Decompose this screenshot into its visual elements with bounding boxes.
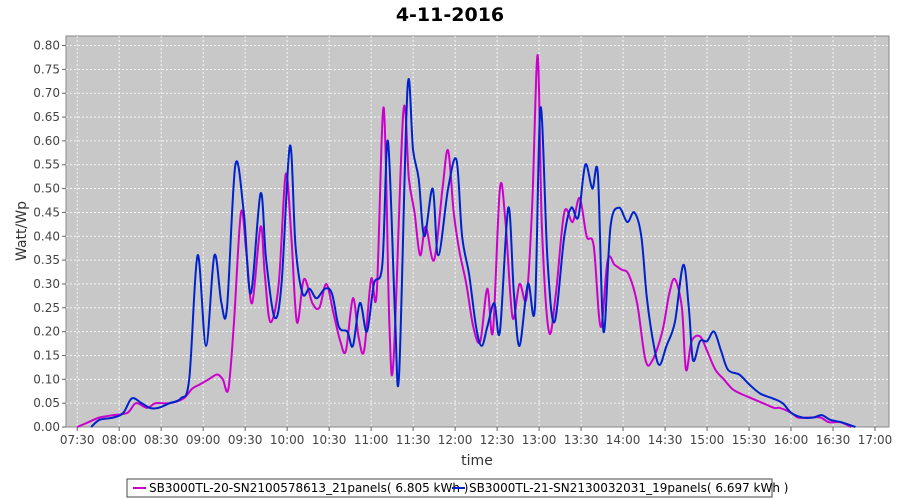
x-tick-label: 13:00 <box>522 433 557 447</box>
chart-title: 4-11-2016 <box>396 4 504 26</box>
x-tick-label: 09:00 <box>186 433 221 447</box>
y-tick-label: 0.75 <box>33 62 60 76</box>
x-tick-label: 16:00 <box>774 433 809 447</box>
legend-box <box>126 478 773 498</box>
x-tick-label: 11:30 <box>396 433 431 447</box>
x-tick-label: 16:30 <box>816 433 851 447</box>
x-tick-label: 17:00 <box>858 433 893 447</box>
y-tick-label: 0.40 <box>33 229 60 243</box>
x-tick-label: 08:00 <box>102 433 137 447</box>
x-tick-label: 10:00 <box>270 433 305 447</box>
grid-lines <box>66 36 889 427</box>
x-tick-label: 12:00 <box>438 433 473 447</box>
x-tick-label: 13:30 <box>564 433 599 447</box>
y-tick-label: 0.50 <box>33 182 60 196</box>
y-tick-label: 0.45 <box>33 205 60 219</box>
series-lines <box>76 54 856 428</box>
series-line-2 <box>90 78 856 428</box>
x-tick-label: 08:30 <box>144 433 179 447</box>
y-tick-label: 0.60 <box>33 134 60 148</box>
x-tick-label: 15:00 <box>690 433 725 447</box>
y-axis-label: Watt/Wp <box>14 201 30 261</box>
y-tick-label: 0.80 <box>33 39 60 53</box>
x-tick-label: 15:30 <box>732 433 767 447</box>
x-tick-label: 14:30 <box>648 433 683 447</box>
legend-entry-series-2: SB3000TL-21-SN2130032031_19panels( 6.697… <box>469 481 788 495</box>
y-tick-label: 0.00 <box>33 420 60 434</box>
y-axis-ticks: 0.00 0.05 0.10 0.15 0.20 0.25 0.30 0.35 0.40 0.45… <box>33 39 66 434</box>
y-tick-label: 0.25 <box>33 301 60 315</box>
x-tick-label: 11:00 <box>354 433 389 447</box>
y-tick-label: 0.20 <box>33 325 60 339</box>
x-tick-label: 14:00 <box>606 433 641 447</box>
y-tick-label: 0.55 <box>33 158 60 172</box>
legend-entry-series-1: SB3000TL-20-SN2100578613_21panels( 6.805… <box>149 481 468 495</box>
x-tick-label: 07:30 <box>60 433 95 447</box>
y-tick-label: 0.35 <box>33 253 60 267</box>
legend: SB3000TL-20-SN2100578613_21panels( 6.805… <box>126 478 788 498</box>
x-axis-ticks: 07:30 08:00 08:30 09:00 09:30 10:00 10:30 11:00… <box>60 427 892 447</box>
x-axis-label: time <box>461 453 493 469</box>
y-tick-label: 0.05 <box>33 396 60 410</box>
y-tick-label: 0.30 <box>33 277 60 291</box>
x-tick-label: 09:30 <box>228 433 263 447</box>
y-tick-label: 0.70 <box>33 86 60 100</box>
y-tick-label: 0.15 <box>33 348 60 362</box>
x-tick-label: 12:30 <box>480 433 515 447</box>
y-tick-label: 0.65 <box>33 110 60 124</box>
x-tick-label: 10:30 <box>312 433 347 447</box>
y-tick-label: 0.10 <box>33 372 60 386</box>
